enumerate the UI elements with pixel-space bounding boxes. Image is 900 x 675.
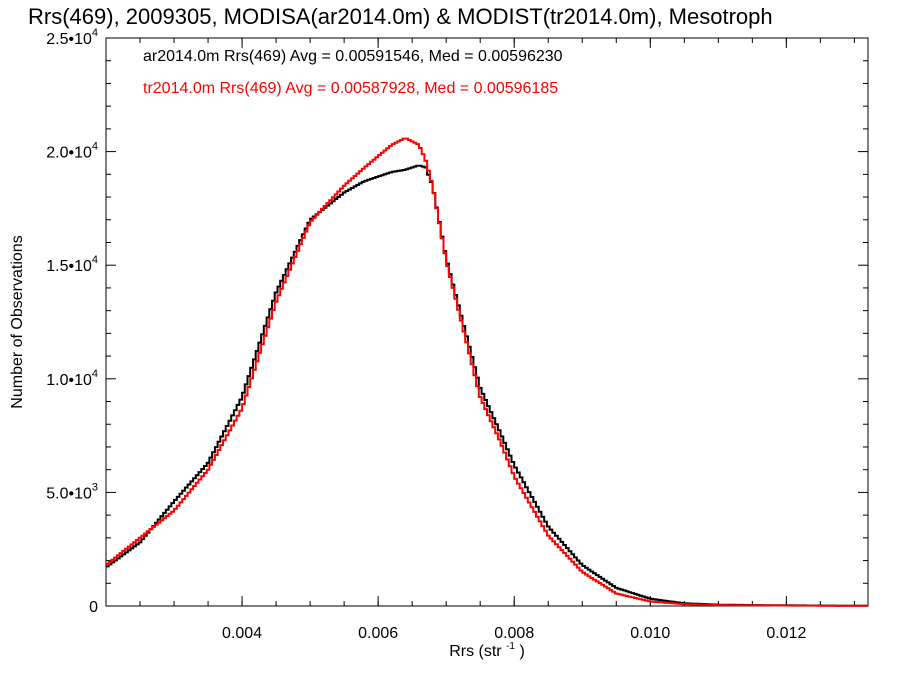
x-tick-label: 0.004 — [222, 625, 262, 642]
x-axis-label-sup: -1 — [506, 641, 515, 652]
x-axis-label-end: ) — [519, 643, 524, 660]
x-axis-label: Rrs (str -1 ) — [449, 636, 525, 660]
y-axis-label: Number of Observations — [9, 235, 26, 408]
x-tick-label: 0.012 — [766, 625, 806, 642]
legend-entry-ar2014: ar2014.0m Rrs(469) Avg = 0.00591546, Med… — [143, 48, 563, 65]
x-tick-label: 0.006 — [358, 625, 398, 642]
plot-area — [105, 37, 869, 607]
x-axis: 0.004 0.006 0.008 0.010 0.012 — [105, 38, 855, 642]
y-tick-label: 2.0•104 — [46, 141, 98, 162]
series-layer — [106, 137, 868, 607]
x-tick-label: 0.008 — [494, 625, 534, 642]
y-tick-label: 0 — [89, 599, 98, 616]
x-axis-label-main: Rrs (str — [449, 643, 502, 660]
y-tick-label: 5.0•103 — [46, 481, 98, 502]
chart-title: Rrs(469), 2009305, MODISA(ar2014.0m) & M… — [28, 4, 773, 29]
y-axis: 0 5.0•103 1.0•104 1.5•104 2.0•104 2.5•104 — [46, 27, 868, 616]
legend-entry-tr2014: tr2014.0m Rrs(469) Avg = 0.00587928, Med… — [143, 80, 558, 97]
y-tick-label: 1.0•104 — [46, 368, 98, 389]
x-tick-label: 0.010 — [630, 625, 670, 642]
y-tick-label: 1.5•104 — [46, 254, 98, 275]
series-line-tr2014-0m — [106, 137, 868, 607]
plot-border — [105, 37, 869, 607]
y-tick-label: 2.5•104 — [46, 27, 98, 48]
series-line-ar2014-0m — [106, 164, 868, 607]
